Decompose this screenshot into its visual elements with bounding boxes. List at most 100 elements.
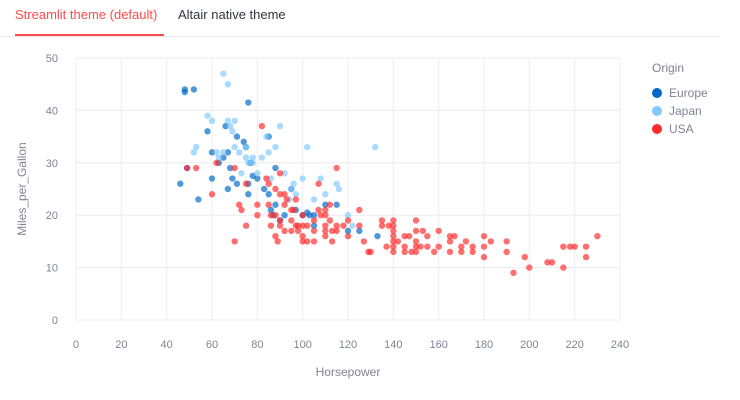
x-tick-label: 220 <box>565 339 583 351</box>
legend-swatch-japan <box>652 106 662 116</box>
data-point-europe <box>254 175 261 182</box>
data-point-usa <box>276 217 284 224</box>
data-point-europe <box>306 212 313 219</box>
data-point-europe <box>344 227 352 235</box>
data-point-japan <box>290 180 297 187</box>
data-point-usa <box>265 180 272 187</box>
x-tick-label: 60 <box>206 339 218 351</box>
legend-label-europe: Europe <box>669 86 708 100</box>
data-point-japan <box>258 154 266 161</box>
data-point-usa <box>344 232 352 240</box>
data-point-europe <box>240 138 247 146</box>
data-point-usa <box>560 243 567 250</box>
data-point-japan <box>263 133 270 140</box>
data-point-usa <box>299 238 306 245</box>
data-point-usa <box>503 248 510 256</box>
data-point-japan <box>226 122 234 130</box>
data-point-japan <box>335 185 343 193</box>
data-point-japan <box>281 170 288 177</box>
data-point-europe <box>272 164 279 172</box>
data-point-usa <box>254 201 261 208</box>
data-point-japan <box>231 143 238 151</box>
data-point-usa <box>408 248 415 256</box>
data-point-usa <box>322 227 329 235</box>
data-point-usa <box>367 248 374 256</box>
data-point-usa <box>451 232 458 240</box>
y-tick-label: 50 <box>46 53 58 65</box>
data-point-usa <box>322 206 329 214</box>
data-point-usa <box>424 243 431 250</box>
data-point-japan <box>215 154 222 161</box>
data-point-usa <box>480 232 488 240</box>
tab-altair-native-theme[interactable]: Altair native theme <box>178 7 286 22</box>
data-point-japan <box>190 149 198 156</box>
data-point-japan <box>288 185 295 193</box>
x-tick-label: 80 <box>251 339 263 351</box>
data-point-usa <box>281 201 288 208</box>
data-point-usa <box>548 259 556 266</box>
x-tick-label: 120 <box>339 339 357 351</box>
legend-label-japan: Japan <box>669 104 702 118</box>
data-point-usa <box>333 222 340 229</box>
data-point-usa <box>566 243 574 250</box>
x-tick-label: 160 <box>429 339 447 351</box>
tab-streamlit-theme[interactable]: Streamlit theme (default) <box>15 0 164 36</box>
data-point-usa <box>231 164 238 172</box>
data-point-usa <box>469 243 476 250</box>
data-point-europe <box>322 201 329 208</box>
data-point-usa <box>276 191 284 198</box>
data-point-usa <box>267 212 275 219</box>
data-point-usa <box>326 217 334 224</box>
data-point-usa <box>265 201 272 208</box>
data-point-usa <box>315 206 322 214</box>
data-point-usa <box>236 201 243 208</box>
x-tick-label: 40 <box>161 339 173 351</box>
data-point-usa <box>322 222 329 229</box>
x-tick-label: 240 <box>611 339 629 351</box>
data-point-europe <box>245 99 252 106</box>
data-point-usa <box>390 238 397 245</box>
data-point-usa <box>254 212 261 219</box>
data-point-europe <box>333 201 340 208</box>
data-point-usa <box>594 232 601 240</box>
x-tick-label: 0 <box>73 339 79 351</box>
x-tick-label: 140 <box>384 339 402 351</box>
legend-swatch-europe <box>652 88 662 98</box>
data-point-usa <box>430 248 438 256</box>
legend-title: Origin <box>652 61 684 75</box>
data-point-usa <box>356 206 363 214</box>
data-point-usa <box>390 232 397 240</box>
data-point-japan <box>213 149 220 156</box>
data-point-usa <box>333 227 340 235</box>
data-point-europe <box>190 86 198 93</box>
data-point-japan <box>267 175 275 182</box>
data-point-europe <box>272 201 279 208</box>
data-point-europe <box>233 180 241 187</box>
scatter-chart: 0 20 40 60 80 100 120 140 160 180 200 220 240 0 10 20 3… <box>15 53 708 379</box>
data-point-japan <box>208 117 216 125</box>
data-point-japan <box>272 143 279 151</box>
data-point-usa <box>292 196 300 203</box>
data-point-usa <box>378 217 386 224</box>
data-point-europe <box>260 185 268 193</box>
y-tick-label: 40 <box>46 105 58 117</box>
data-point-usa <box>412 243 420 250</box>
data-point-japan <box>220 149 227 156</box>
data-point-japan <box>224 117 232 125</box>
data-point-usa <box>406 232 413 240</box>
data-point-usa <box>304 238 311 245</box>
data-point-europe <box>222 122 229 130</box>
data-point-japan <box>231 117 238 125</box>
data-point-usa <box>213 159 220 166</box>
x-tick-label: 100 <box>293 339 311 351</box>
y-tick-label: 30 <box>46 158 58 170</box>
data-point-usa <box>322 212 329 219</box>
data-point-japan <box>344 212 352 219</box>
data-point-japan <box>245 159 252 166</box>
data-point-japan <box>249 154 256 161</box>
scatter-points <box>177 70 601 277</box>
data-point-usa <box>390 222 397 229</box>
data-point-usa <box>458 243 465 250</box>
data-point-europe <box>310 212 318 219</box>
data-point-japan <box>220 70 227 77</box>
